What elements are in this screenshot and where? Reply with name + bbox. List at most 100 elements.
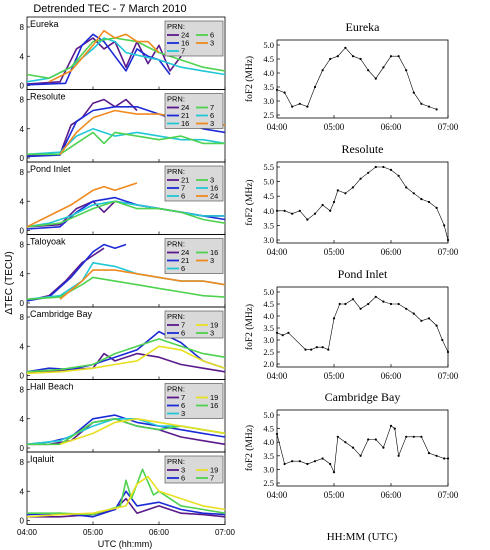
fof2-panel-frame (276, 409, 449, 487)
fof2-x-tick-label: 05:00 (324, 371, 345, 381)
tec-legend-prn: 6 (181, 192, 185, 201)
fof2-y-tick-label: 4.5 (263, 424, 274, 434)
tec-legend: PRN:24 16 21 3 6 (164, 238, 224, 274)
tec-y-tick-label: 0 (20, 444, 25, 453)
fof2-point (332, 471, 336, 474)
fof2-point (298, 460, 301, 463)
fof2-panel-resolute: Resolute 3.0 3.5 4.0 4.5 5.0 5.5 04:00 05:00 06:0… (244, 142, 459, 257)
tec-y-tick-label: 8 (20, 168, 25, 177)
fof2-point (420, 319, 423, 322)
fof2-point (313, 85, 317, 89)
fof2-point (405, 307, 408, 310)
tec-legend-prn: 24 (181, 103, 189, 112)
fof2-point (291, 212, 294, 215)
fof2-point (435, 324, 438, 327)
tec-y-tick-label: 0 (20, 82, 25, 91)
tec-y-tick-label: 8 (20, 23, 25, 32)
tec-series-prn-3 (26, 200, 226, 228)
fof2-point (427, 452, 431, 455)
fof2-point (359, 177, 362, 180)
fof2-y-tick-label: 3.5 (263, 220, 274, 230)
tec-panel-iqaluit: 0 4 8 Iqaluit PRN:3 19 6 7 (20, 451, 226, 526)
fof2-point (291, 460, 294, 463)
fof2-point (359, 57, 362, 61)
fof2-point (306, 218, 309, 221)
tec-legend: PRN:24 6 16 3 7 (164, 20, 224, 57)
fof2-y-tick-label: 4.0 (263, 206, 274, 216)
fof2-x-tick-label: 04:00 (267, 371, 288, 381)
tec-series-prn-21 (26, 243, 127, 302)
tec-legend-prn: 6 (181, 401, 185, 410)
fof2-point (329, 462, 332, 466)
tec-legend-prn: 24 (181, 31, 189, 40)
fof2-panel-cambridge-bay: Cambridge Bay 2.5 3.0 3.5 4.0 4.5 5.0 04:00 05:0… (244, 390, 459, 500)
fof2-point (304, 348, 307, 351)
fof2-point (327, 348, 330, 351)
fof2-point (397, 454, 400, 457)
fof2-point (446, 350, 450, 354)
fof2-point (275, 432, 279, 436)
tec-y-tick-label: 8 (20, 458, 25, 467)
tec-x-tick-label: 05:00 (83, 528, 104, 537)
fof2-point (306, 462, 309, 466)
tec-legend-prn: 6 (181, 264, 185, 273)
fof2-y-tick-label: 2.5 (263, 478, 274, 488)
fof2-point (336, 435, 339, 438)
fof2-panel-frame (276, 286, 449, 368)
fof2-x-tick-label: 04:00 (267, 122, 288, 132)
tec-legend: PRN:7 19 6 16 3 (164, 383, 224, 419)
fof2-y-tick-label: 3.0 (263, 235, 274, 245)
fof2-point (359, 454, 362, 457)
fof2-point (313, 460, 317, 463)
tec-legend: PRN:24 7 21 6 16 3 (164, 93, 224, 129)
tec-y-tick-label: 0 (20, 154, 25, 163)
fof2-panel-pond-inlet: Pond Inlet 2.0 2.5 3.0 3.5 4.0 4.5 5.0 04:00 05:0… (244, 267, 459, 381)
tec-series-prn-24 (26, 37, 182, 85)
tec-y-tick-label: 4 (20, 52, 25, 61)
tec-panel-pond-inlet: 0 4 8 Pond Inlet PRN:21 3 7 16 6 24 (20, 161, 226, 236)
fof2-x-tick-label: 06:00 (381, 122, 402, 132)
fof2-y-tick-label: 5.0 (263, 287, 274, 297)
fof2-point (367, 171, 370, 174)
fof2-point (382, 446, 385, 449)
fof2-x-tick-label: 04:00 (267, 247, 288, 257)
fof2-point (338, 302, 341, 306)
fof2-point (420, 198, 423, 201)
tec-legend-title: PRN: (167, 240, 185, 249)
fof2-y-tick-label: 4.5 (263, 299, 274, 309)
tec-series-prn-19 (26, 475, 226, 518)
fof2-x-tick-label: 06:00 (381, 371, 402, 381)
fof2-y-tick-label: 5.5 (263, 162, 274, 172)
tec-legend-prn: 7 (181, 393, 185, 402)
fof2-point (351, 298, 355, 301)
fof2-y-tick-label: 4.5 (263, 54, 274, 64)
tec-x-axis-label: UTC (hh:mm) (98, 539, 153, 549)
fof2-point (412, 91, 415, 94)
tec-legend-prn: 24 (181, 248, 189, 257)
tec-legend: PRN:7 19 6 3 (164, 310, 224, 339)
fof2-trace-line (277, 166, 449, 241)
fof2-point (336, 55, 339, 58)
fof2-point (382, 66, 385, 69)
fof2-y-tick-label: 4.0 (263, 311, 274, 321)
fof2-point (405, 435, 408, 438)
tec-legend-prn: 6 (181, 474, 185, 483)
tec-legend-prn: 3 (210, 176, 214, 185)
fof2-y-tick-label: 5.0 (263, 40, 274, 50)
fof2-point (310, 348, 313, 351)
tec-y-tick-label: 8 (20, 386, 25, 395)
fof2-y-axis-label: foF2 (MHz) (244, 304, 255, 350)
tec-panel-taloyoak: 0 4 8 Taloyoak PRN:24 16 21 3 6 (20, 234, 226, 308)
tec-y-tick-label: 4 (20, 270, 25, 279)
fof2-point (382, 165, 385, 169)
fof2-point (283, 462, 286, 466)
tec-y-tick-label: 0 (20, 299, 25, 308)
fof2-point (374, 165, 377, 169)
tec-legend-prn: 21 (181, 256, 189, 265)
fof2-y-tick-label: 5.0 (263, 410, 274, 420)
fof2-y-tick-label: 3.5 (263, 323, 274, 333)
tec-legend-prn: 21 (181, 111, 189, 120)
tec-legend-prn: 6 (210, 111, 214, 120)
fof2-point (420, 435, 423, 438)
tec-series-prn-3 (26, 338, 226, 373)
